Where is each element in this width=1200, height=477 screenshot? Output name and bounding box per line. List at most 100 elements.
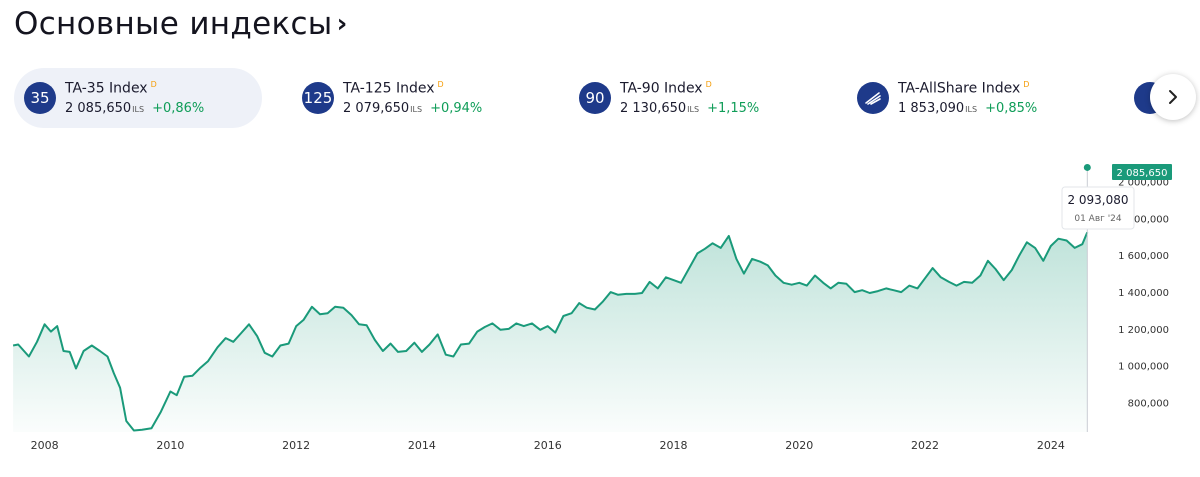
tooltip-value: 2 093,080 xyxy=(1067,193,1128,207)
data-point xyxy=(125,420,127,422)
data-point xyxy=(150,427,152,429)
data-point xyxy=(562,315,564,317)
data-point xyxy=(62,350,64,352)
delay-flag: D xyxy=(1023,79,1030,89)
data-point xyxy=(900,291,902,293)
data-point xyxy=(389,342,391,344)
allshare-logo-icon xyxy=(857,82,889,114)
data-point xyxy=(979,274,981,276)
data-point xyxy=(428,343,430,345)
data-point xyxy=(633,293,635,295)
x-tick-label: 2024 xyxy=(1037,439,1065,452)
data-point xyxy=(141,429,143,431)
data-point xyxy=(586,307,588,309)
data-point xyxy=(940,276,942,278)
x-tick-label: 2018 xyxy=(659,439,687,452)
page-title[interactable]: Основные индексы › xyxy=(14,6,348,42)
data-point xyxy=(782,282,784,284)
data-point xyxy=(987,260,989,262)
data-point xyxy=(119,387,121,389)
data-point xyxy=(743,272,745,274)
x-tick-label: 2010 xyxy=(156,439,184,452)
data-point xyxy=(1057,237,1059,239)
currency-label: ILS xyxy=(687,105,700,115)
data-point xyxy=(113,372,115,374)
data-point xyxy=(133,429,135,431)
data-point xyxy=(169,390,171,392)
data-point xyxy=(106,355,108,357)
data-point xyxy=(971,282,973,284)
data-point xyxy=(609,291,611,293)
index-cards: 35 TA-35 Index D 2 085,650ILS +0,86% 125 T… xyxy=(14,68,1200,128)
data-point xyxy=(845,283,847,285)
data-point xyxy=(688,267,690,269)
data-point xyxy=(1034,247,1036,249)
currency-label: ILS xyxy=(132,105,145,115)
data-point xyxy=(767,264,769,266)
data-point xyxy=(271,355,273,357)
data-point xyxy=(295,325,297,327)
index-value: 1 853,090 xyxy=(898,101,965,117)
data-point xyxy=(17,343,19,345)
data-point xyxy=(751,258,753,260)
data-point xyxy=(99,350,101,352)
data-point xyxy=(175,394,177,396)
ta90-badge: 90 xyxy=(579,82,611,114)
data-point xyxy=(382,350,384,352)
data-point xyxy=(908,284,910,286)
index-card-ta35[interactable]: 35 TA-35 Index D 2 085,650ILS +0,86% xyxy=(14,68,262,128)
x-tick-label: 2014 xyxy=(408,439,436,452)
data-point xyxy=(160,411,162,413)
data-point xyxy=(672,279,674,281)
index-name: TA-AllShare Index xyxy=(898,80,1021,97)
last-price-tag: 2 085,650 xyxy=(1112,164,1172,180)
index-card-ta125[interactable]: 125 TA-125 Index D 2 079,650ILS +0,94% xyxy=(292,68,542,128)
data-point xyxy=(499,329,501,331)
index-card-taallshare[interactable]: TA-AllShare Index D 1 853,090ILS +0,85% xyxy=(847,68,1107,128)
data-point xyxy=(36,341,38,343)
next-cards-button[interactable] xyxy=(1150,74,1196,120)
index-change: +1,15% xyxy=(707,101,760,117)
index-change: +0,94% xyxy=(430,101,483,117)
data-point xyxy=(822,282,824,284)
data-point xyxy=(334,306,336,308)
data-point xyxy=(484,326,486,328)
data-point xyxy=(1050,245,1052,247)
index-card-ta90[interactable]: 90 TA-90 Index D 2 130,650ILS +1,15% xyxy=(569,68,819,128)
data-point xyxy=(199,366,201,368)
data-point xyxy=(1065,239,1067,241)
tooltip-date: 01 Авг '24 xyxy=(1074,214,1122,224)
data-point xyxy=(319,313,321,315)
data-point xyxy=(648,281,650,283)
y-tick-label: 1 000,000 xyxy=(1118,362,1169,373)
data-point xyxy=(916,287,918,289)
data-point xyxy=(948,281,950,283)
data-point xyxy=(869,292,871,294)
data-point xyxy=(853,291,855,293)
data-point xyxy=(547,325,549,327)
data-point xyxy=(625,293,627,295)
data-point xyxy=(374,339,376,341)
currency-label: ILS xyxy=(965,105,978,115)
data-point xyxy=(413,341,415,343)
data-point xyxy=(877,290,879,292)
data-point xyxy=(1042,260,1044,262)
ta125-badge: 125 xyxy=(302,82,334,114)
data-point xyxy=(924,277,926,279)
index-name: TA-35 Index xyxy=(65,80,148,97)
data-point xyxy=(28,355,30,357)
data-point xyxy=(539,329,541,331)
data-point xyxy=(69,351,71,353)
data-point xyxy=(436,333,438,335)
data-point xyxy=(287,342,289,344)
data-point xyxy=(806,284,808,286)
data-point xyxy=(350,314,352,316)
data-point xyxy=(774,274,776,276)
data-point xyxy=(798,282,800,284)
data-point xyxy=(207,360,209,362)
data-point xyxy=(468,342,470,344)
data-point xyxy=(248,323,250,325)
index-name: TA-125 Index xyxy=(343,80,435,97)
data-point xyxy=(1018,254,1020,256)
